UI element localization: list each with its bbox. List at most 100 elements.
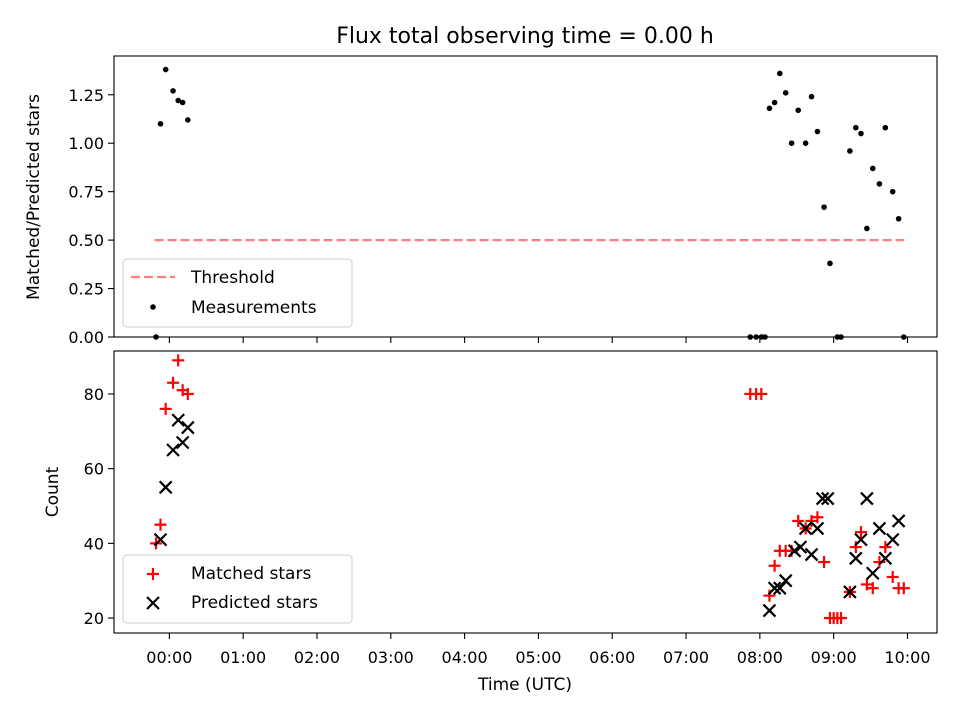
bottom-y-tick-label: 80 (84, 385, 104, 404)
top-y-tick-label: 1.25 (68, 86, 104, 105)
bottom-x-tick-label: 00:00 (146, 648, 192, 667)
predicted-stars-series (153, 413, 906, 618)
matched-star-marker (886, 570, 899, 583)
predicted-star-marker (175, 435, 190, 450)
measurement-point (795, 107, 802, 114)
bottom-x-tick-label: 06:00 (589, 648, 635, 667)
measurement-point (802, 140, 809, 147)
measurement-point (895, 215, 902, 222)
predicted-star-marker (787, 544, 802, 558)
bottom-x-axis-label: Time (UTC) (477, 675, 572, 695)
top-y-tick-label: 0.50 (68, 231, 104, 250)
matched-star-marker (879, 541, 892, 554)
predicted-star-marker (153, 532, 168, 547)
matched-star-marker (897, 582, 910, 595)
measurement-point (162, 66, 169, 73)
measurement-point (847, 148, 853, 154)
top-chart-title: Flux total observing time = 0.00 h (336, 24, 714, 49)
top-y-axis-label: Matched/Predicted stars (24, 94, 44, 300)
predicted-star-marker (885, 532, 900, 547)
predicted-star-marker (843, 585, 857, 599)
predicted-star-marker (158, 480, 173, 495)
predicted-star-marker (181, 420, 195, 435)
bottom-x-tick-label: 10:00 (884, 648, 930, 667)
bottom-y-tick-label: 60 (84, 460, 104, 479)
predicted-star-marker (762, 603, 777, 618)
measurement-point (788, 140, 795, 147)
top-legend-box (122, 258, 353, 328)
top-y-axis: 0.00 0.25 0.50 0.75 1.00 1.25 (68, 86, 114, 347)
predicted-star-marker (891, 514, 906, 528)
matched-star-marker (167, 376, 180, 389)
measurement-point (175, 97, 182, 104)
legend-predicted-swatch (146, 596, 160, 610)
measurement-point (876, 181, 883, 187)
matched-star-marker (181, 387, 194, 400)
measurement-point (766, 105, 773, 112)
bottom-legend-box (122, 554, 353, 624)
bottom-x-tick-label: 05:00 (515, 648, 561, 667)
measurement-point (782, 90, 789, 96)
top-legend: Threshold Measurements (122, 258, 353, 328)
bottom-x-tick-label: 04:00 (442, 648, 488, 667)
predicted-star-marker (878, 551, 893, 566)
top-plot-frame (113, 55, 938, 338)
matched-star-marker (763, 589, 776, 602)
bottom-x-tick-label: 09:00 (811, 648, 857, 667)
measurement-point (808, 93, 815, 100)
top-y-tick-label: 0.00 (68, 328, 104, 347)
measurement-point (864, 225, 870, 232)
predicted-star-marker (872, 521, 887, 536)
bottom-legend: Matched stars Predicted stars (122, 554, 353, 624)
measurement-point (179, 99, 186, 106)
predicted-star-marker (854, 532, 868, 547)
bottom-x-tick-label: 02:00 (294, 648, 340, 667)
matched-star-marker (768, 559, 781, 572)
legend-predicted-label: Predicted stars (191, 593, 318, 613)
legend-measurements-swatch (150, 304, 156, 310)
legend-measurements-label: Measurements (191, 298, 317, 318)
legend-matched-label: Matched stars (191, 564, 311, 584)
bottom-y-tick-label: 40 (84, 534, 104, 553)
predicted-star-marker (166, 443, 180, 457)
measurement-point (170, 88, 176, 94)
predicted-star-marker (778, 573, 793, 588)
matched-star-marker (873, 556, 886, 569)
matched-star-marker (172, 354, 185, 367)
matched-star-marker (811, 511, 824, 524)
predicted-star-marker (849, 551, 863, 566)
predicted-star-marker (820, 491, 835, 506)
measurement-point (771, 99, 778, 106)
matched-star-marker (154, 518, 167, 531)
predicted-star-marker (804, 547, 819, 562)
predicted-star-marker (773, 581, 787, 595)
matched-star-marker (792, 514, 805, 527)
predicted-star-marker (171, 413, 185, 427)
predicted-star-marker (810, 521, 825, 536)
top-y-tick-label: 0.25 (68, 280, 104, 299)
matched-star-marker (849, 541, 862, 554)
matched-star-marker (854, 526, 867, 539)
bottom-y-tick-label: 20 (84, 609, 104, 628)
predicted-star-marker (866, 566, 880, 581)
measurement-point (858, 130, 864, 137)
legend-threshold-label: Threshold (190, 268, 275, 288)
top-panel: Flux total observing time = 0.00 h 0.00 0… (24, 24, 938, 347)
measurement-point (889, 188, 896, 195)
matched-star-marker (755, 387, 768, 400)
measurement-point (853, 124, 859, 131)
measurement-point (827, 260, 833, 267)
top-y-tick-label: 0.75 (68, 183, 104, 202)
bottom-x-tick-label: 07:00 (663, 648, 709, 667)
bottom-plot-frame (113, 350, 938, 634)
measurement-point (882, 124, 889, 131)
predicted-star-marker (798, 521, 813, 536)
predicted-star-marker (860, 491, 874, 506)
measurement-point (776, 70, 783, 77)
measurement-point (821, 204, 827, 210)
matched-star-marker (866, 582, 879, 595)
matched-star-marker (159, 402, 172, 415)
bottom-y-axis-label: Count (43, 466, 63, 517)
bottom-x-tick-label: 01:00 (220, 648, 266, 667)
